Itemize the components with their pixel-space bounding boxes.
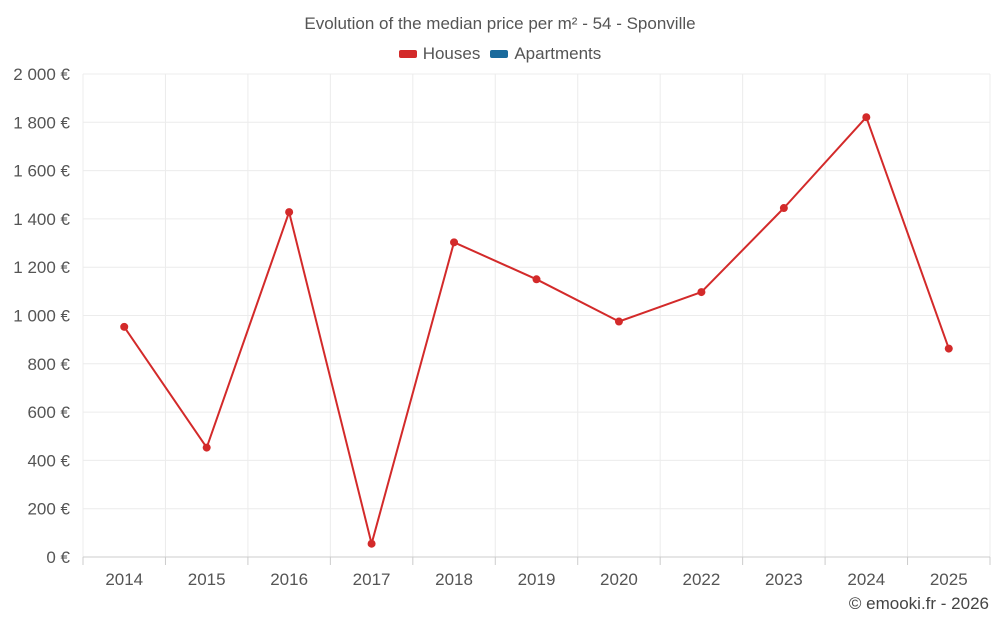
- y-tick-label: 400 €: [27, 451, 70, 470]
- legend-item-houses[interactable]: Houses: [398, 44, 481, 64]
- y-tick-label: 1 400 €: [13, 210, 70, 229]
- data-point: [120, 322, 129, 331]
- legend-label-houses: Houses: [422, 44, 481, 63]
- data-point: [285, 208, 294, 217]
- x-tick-label: 2019: [518, 570, 556, 589]
- data-point: [697, 288, 706, 297]
- data-point: [944, 344, 953, 353]
- y-tick-label: 1 600 €: [13, 162, 70, 181]
- y-tick-label: 200 €: [27, 500, 70, 519]
- y-tick-label: 2 000 €: [13, 65, 70, 84]
- x-tick-label: 2022: [682, 570, 720, 589]
- x-tick-label: 2017: [353, 570, 391, 589]
- data-point: [862, 113, 871, 122]
- x-tick-label: 2020: [600, 570, 638, 589]
- legend-swatch-houses: [398, 50, 417, 58]
- legend-swatch-apartments: [490, 50, 509, 58]
- chart-title: Evolution of the median price per m² - 5…: [304, 14, 696, 33]
- y-tick-label: 1 800 €: [13, 113, 70, 132]
- x-tick-label: 2023: [765, 570, 803, 589]
- data-point: [532, 275, 541, 284]
- data-point: [614, 317, 623, 326]
- data-point: [450, 238, 459, 247]
- x-tick-label: 2018: [435, 570, 473, 589]
- x-tick-label: 2014: [105, 570, 143, 589]
- data-point: [779, 204, 788, 213]
- y-tick-label: 800 €: [27, 355, 70, 374]
- legend-item-apartments[interactable]: Apartments: [490, 44, 601, 64]
- x-tick-label: 2016: [270, 570, 308, 589]
- y-tick-label: 600 €: [27, 403, 70, 422]
- legend-label-apartments: Apartments: [514, 44, 602, 63]
- x-tick-label: 2015: [188, 570, 226, 589]
- y-tick-label: 1 200 €: [13, 258, 70, 277]
- data-point: [367, 539, 376, 548]
- y-tick-label: 1 000 €: [13, 307, 70, 326]
- legend: Houses Apartments: [0, 44, 1000, 64]
- data-point: [202, 443, 211, 452]
- x-tick-label: 2025: [930, 570, 968, 589]
- x-tick-label: 2024: [847, 570, 885, 589]
- credit-text: © emooki.fr - 2026: [848, 594, 989, 613]
- y-tick-label: 0 €: [46, 548, 70, 567]
